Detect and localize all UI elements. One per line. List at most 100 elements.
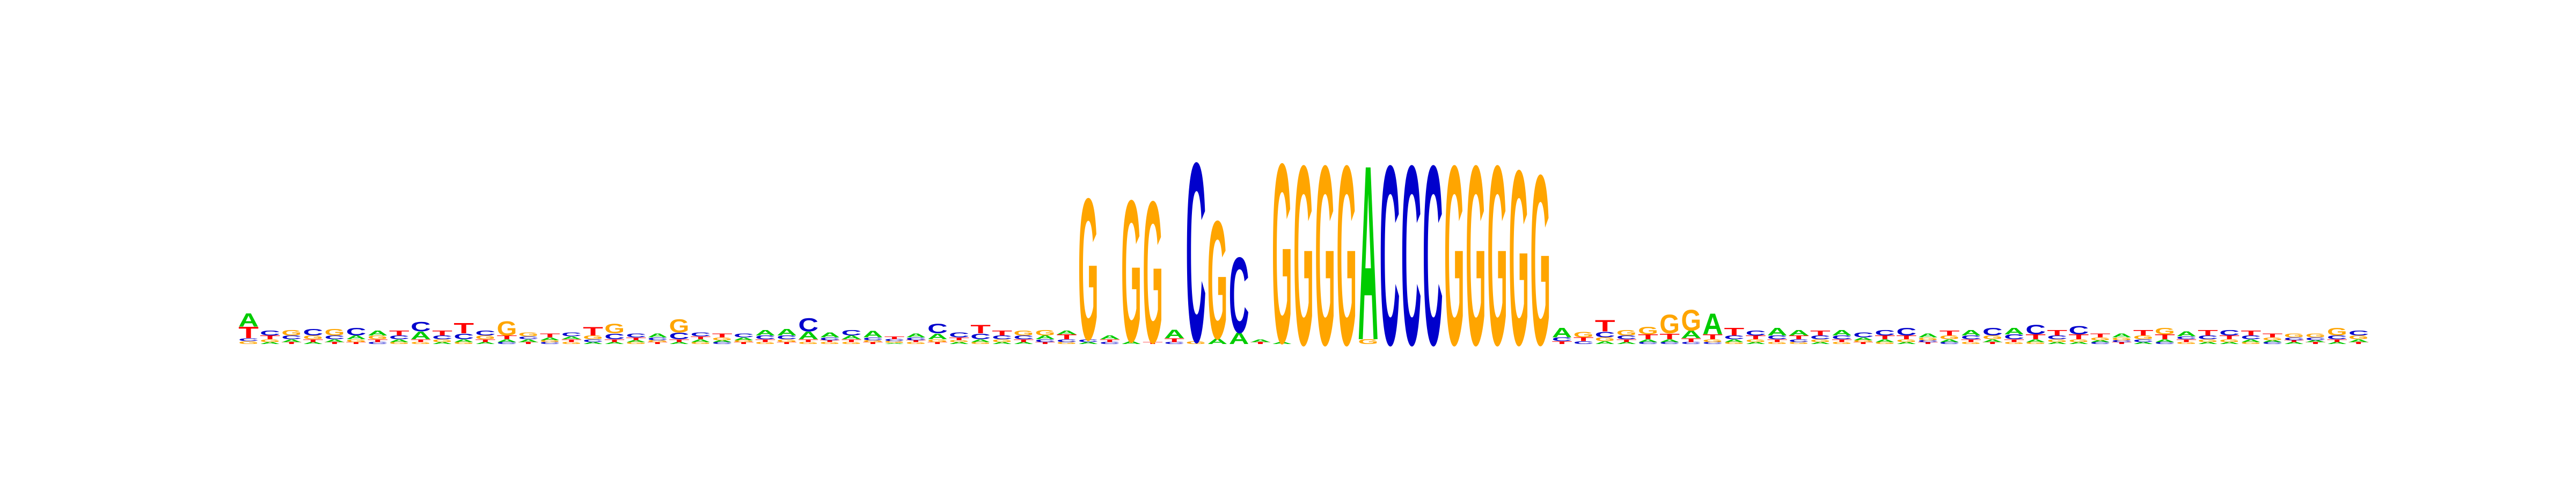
logo-letter: C: [1853, 331, 1874, 339]
logo-letter: G: [626, 342, 647, 345]
logo-letter: A: [2112, 333, 2132, 339]
logo-letter: T: [1789, 335, 1812, 341]
logo-letter: C: [2284, 336, 2306, 341]
logo-letter: G: [1810, 338, 1831, 343]
logo-letter: C: [368, 342, 390, 345]
logo-letter: A: [712, 340, 735, 343]
logo-letter: T: [669, 338, 691, 343]
logo-letter: G: [1186, 340, 1207, 345]
logo-letter: A: [2133, 342, 2156, 345]
logo-letter: G: [2133, 335, 2154, 341]
logo-letter: T: [260, 335, 283, 341]
logo-letter: G: [1702, 338, 1723, 343]
logo-letter: G: [518, 332, 539, 338]
logo-letter: C: [561, 332, 582, 338]
logo-letter: C: [1832, 335, 1852, 341]
logo-letter: T: [1164, 338, 1187, 343]
logo-letter: A: [2284, 342, 2307, 345]
logo-letter: T: [863, 342, 889, 345]
logo-letter: G: [1616, 328, 1637, 338]
logo-letter: T: [1961, 338, 1983, 343]
logo-letter: C: [1982, 326, 2003, 338]
logo-letter: A: [1229, 330, 1249, 348]
logo-letter: A: [669, 342, 692, 345]
logo-letter: G: [906, 342, 927, 345]
logo-letter: G: [777, 338, 797, 343]
logo-letter: G: [1078, 156, 1099, 382]
logo-letter: A: [1035, 335, 1056, 341]
logo-letter: T: [1853, 342, 1879, 345]
logo-letter: A: [1767, 326, 1788, 338]
logo-letter: A: [1746, 342, 1768, 345]
logo-letter: T: [1875, 335, 1898, 341]
logo-letter: G: [691, 342, 712, 345]
logo-letter: T: [1832, 338, 1854, 343]
logo-letter: A: [2327, 342, 2350, 345]
logo-letter: A: [604, 342, 627, 345]
logo-letter: C: [1035, 338, 1057, 343]
logo-letter: A: [1897, 342, 1919, 345]
logo-letter: C: [583, 338, 605, 343]
logo-letter: T: [1982, 342, 2009, 345]
logo-letter: G: [1681, 304, 1701, 337]
logo-letter: G: [1444, 113, 1465, 399]
logo-letter: T: [2155, 333, 2176, 341]
logo-letter: A: [1595, 340, 1617, 345]
logo-letter: A: [303, 342, 326, 345]
logo-letter: C: [346, 326, 367, 338]
logo-letter: C: [1746, 330, 1766, 337]
logo-letter: C: [2112, 340, 2134, 343]
logo-letter: G: [1724, 342, 1745, 345]
logo-letter: A: [906, 333, 926, 339]
logo-letter: G: [2047, 338, 2068, 343]
logo-letter: G: [389, 342, 410, 345]
logo-letter: C: [303, 327, 324, 338]
logo-letter: G: [303, 335, 324, 341]
logo-letter: G: [669, 316, 690, 336]
logo-letter: G: [1466, 113, 1486, 399]
logo-letter: C: [497, 342, 519, 345]
logo-letter: G: [1746, 338, 1767, 343]
logo-letter: T: [1638, 333, 1659, 341]
logo-letter: G: [1057, 342, 1078, 345]
logo-letter: G: [1208, 186, 1228, 374]
logo-letter: G: [411, 342, 431, 345]
logo-letter: G: [475, 335, 496, 341]
logo-letter: C: [841, 328, 862, 338]
logo-letter: G: [1659, 309, 1680, 339]
logo-letter: A: [1961, 328, 1981, 338]
logo-letter: T: [949, 336, 971, 341]
logo-letter: A: [453, 338, 475, 343]
logo-letter: A: [1358, 113, 1379, 392]
logo-letter: T: [819, 340, 846, 343]
logo-letter: A: [755, 328, 775, 338]
logo-letter: C: [1789, 338, 1811, 343]
logo-letter: G: [841, 342, 862, 345]
logo-letter: G: [1336, 113, 1357, 399]
logo-letter: G: [2176, 342, 2197, 345]
logo-letter: G: [1918, 336, 1939, 341]
logo-letter: C: [1681, 342, 1703, 345]
logo-letter: T: [2241, 330, 2262, 337]
logo-letter: C: [2176, 335, 2198, 340]
logo-letter: C: [2198, 335, 2218, 341]
logo-letter: C: [2306, 336, 2328, 341]
logo-letter: C: [648, 336, 670, 341]
logo-letter: C: [992, 335, 1012, 341]
logo-letter: A: [841, 335, 862, 341]
logo-letter: C: [1057, 338, 1079, 343]
logo-letter: G: [1638, 325, 1658, 337]
logo-letter: G: [2198, 338, 2219, 343]
logo-letter: A: [2306, 340, 2328, 343]
logo-letter: G: [325, 327, 345, 338]
logo-letter: A: [1208, 337, 1228, 346]
logo-letter: T: [1616, 338, 1638, 343]
logo-letter: T: [1746, 335, 1769, 341]
logo-letter: G: [2284, 333, 2305, 339]
logo-letter: A: [583, 342, 605, 345]
logo-letter: A: [648, 333, 668, 339]
logo-letter: T: [2025, 333, 2046, 341]
logo-letter: T: [691, 335, 713, 340]
logo-letter: A: [1918, 333, 1938, 339]
logo-letter: A: [1057, 330, 1077, 336]
